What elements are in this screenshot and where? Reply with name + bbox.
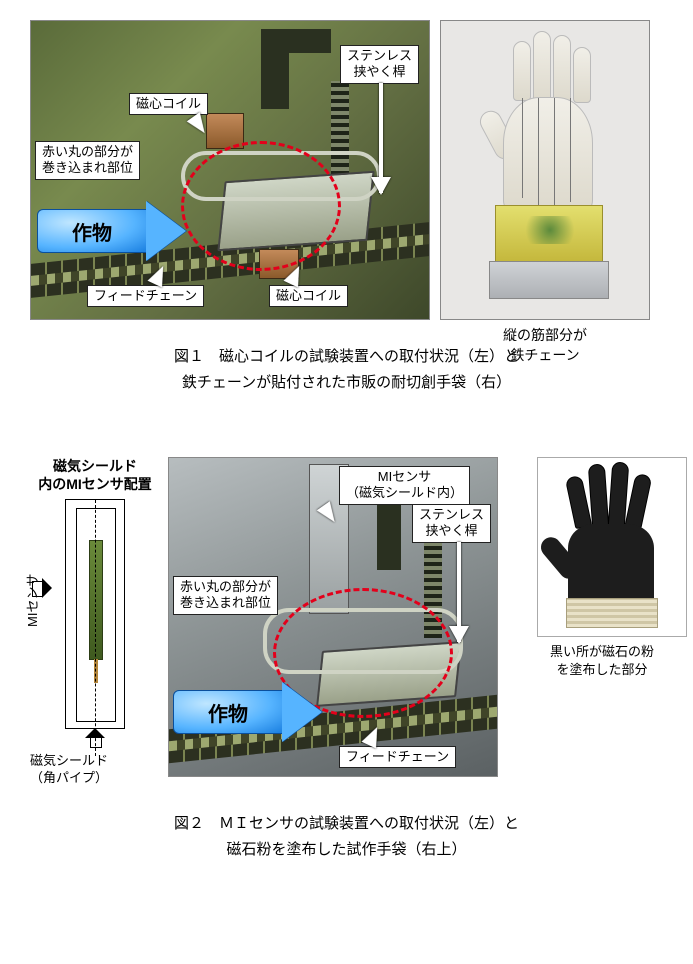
fig1-glove-photo — [440, 20, 650, 320]
red-dashed-ellipse — [181, 141, 341, 271]
chain-line — [538, 98, 539, 206]
fig1-right-col: 縦の筋部分が 鉄チェーン — [440, 20, 650, 330]
open-arrow-icon — [30, 577, 50, 599]
fig1-machine-photo: 磁心コイル 赤い丸の部分が 巻き込まれ部位 作物 フィードチェーン 磁心コイル … — [30, 20, 430, 320]
label-red-circle: 赤い丸の部分が 巻き込まれ部位 — [35, 141, 140, 180]
label-coil-bottom: 磁心コイル — [269, 285, 348, 307]
glove-cuff — [495, 205, 603, 265]
figure-2: 磁気シールド 内のMIセンサ配置 MIセンサ 磁気シールド （角パイプ） MIセ… — [30, 457, 663, 862]
shield-bottom-label: 磁気シールド （角パイプ） — [30, 753, 160, 787]
chain-line — [570, 98, 571, 202]
center-dash-line — [95, 500, 96, 756]
arrow-stainless — [457, 542, 461, 642]
figure-1: 磁心コイル 赤い丸の部分が 巻き込まれ部位 作物 フィードチェーン 磁心コイル … — [30, 20, 663, 395]
glove-finger — [573, 47, 591, 103]
glove-white — [489, 37, 609, 247]
crop-arrow-label: 作物 — [37, 209, 147, 253]
fig1-right-caption-l2: 鉄チェーン — [510, 347, 579, 363]
crop-arrow-label: 作物 — [173, 690, 283, 734]
fig2-machine-photo: MIセンサ （磁気シールド内） ステンレス 挟やく桿 赤い丸の部分が 巻き込まれ… — [168, 457, 498, 777]
label-stainless: ステンレス 挟やく桿 — [340, 45, 419, 84]
fig1-caption-l2: 鉄チェーンが貼付された市販の耐切創手袋（右） — [182, 374, 511, 391]
figure-1-row: 磁心コイル 赤い丸の部分が 巻き込まれ部位 作物 フィードチェーン 磁心コイル … — [30, 20, 663, 330]
crop-arrow: 作物 — [37, 209, 187, 253]
glove-finger — [553, 35, 571, 103]
label-mi-sensor: MIセンサ （磁気シールド内） — [339, 466, 470, 505]
fig2-caption: 図２ ＭＩセンサの試験装置への取付状況（左）と 磁石粉を塗布した試作手袋（右上） — [30, 811, 663, 862]
label-coil-top: 磁心コイル — [129, 93, 208, 115]
up-open-arrow-icon — [86, 728, 104, 748]
glove-finger — [533, 31, 551, 103]
fig2-glove-photo — [537, 457, 687, 637]
crop-arrow: 作物 — [173, 690, 323, 734]
shield-box — [65, 499, 125, 729]
fig1-right-caption-l1: 縦の筋部分が — [503, 327, 587, 343]
fig2-caption-l1: 図２ ＭＩセンサの試験装置への取付状況（左）と — [174, 815, 519, 832]
fig2-glove-caption-l1: 黒い所が磁石の粉 — [550, 644, 654, 659]
glove-cuff — [566, 598, 658, 628]
glove-palm — [568, 524, 654, 604]
glove-finger — [625, 473, 653, 529]
mi-sensor-shape — [89, 540, 103, 660]
glove-finger — [513, 41, 531, 101]
fig2-right-col: 黒い所が磁石の粉 を塗布した部分 — [517, 457, 687, 679]
glove-palm — [503, 97, 593, 212]
label-feedchain: フィードチェーン — [87, 285, 204, 307]
fig2-caption-l2: 磁石粉を塗布した試作手袋（右上） — [226, 841, 466, 858]
glove-finger — [588, 463, 609, 528]
glove-sleeve — [489, 261, 609, 299]
chain-line — [554, 98, 555, 208]
fig2-glove-caption: 黒い所が磁石の粉 を塗布した部分 — [517, 643, 687, 679]
label-stainless: ステンレス 挟やく桿 — [412, 504, 491, 543]
fig1-right-caption: 縦の筋部分が 鉄チェーン — [440, 326, 650, 365]
arrow-stainless — [379, 83, 383, 193]
label-feedchain: フィードチェーン — [339, 746, 456, 768]
fig2-shield-diagram: 磁気シールド 内のMIセンサ配置 MIセンサ 磁気シールド （角パイプ） — [30, 457, 160, 797]
fig2-glove-caption-l2: を塗布した部分 — [556, 662, 647, 677]
bracket-shape — [261, 29, 331, 109]
chain-line — [522, 98, 523, 198]
figure-2-row: 磁気シールド 内のMIセンサ配置 MIセンサ 磁気シールド （角パイプ） MIセ… — [30, 457, 663, 797]
label-red-circle: 赤い丸の部分が 巻き込まれ部位 — [173, 576, 278, 615]
shield-title: 磁気シールド 内のMIセンサ配置 — [30, 457, 160, 493]
